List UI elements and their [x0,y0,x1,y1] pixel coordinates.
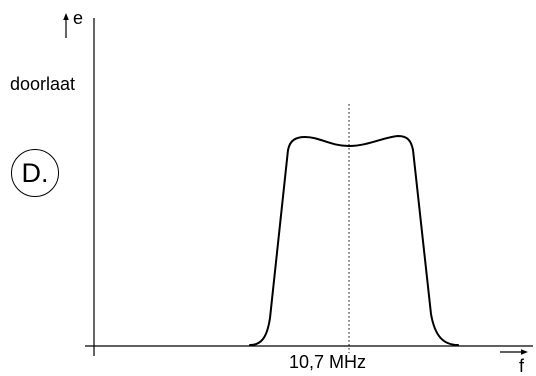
option-badge: D. [11,149,59,197]
y-axis-label: e [73,8,84,28]
x-arrow-head [521,349,528,355]
y-arrow-head [63,13,69,20]
center-frequency-label: 10,7 MHz [289,352,367,372]
y-axis-caption: doorlaat [10,74,76,94]
response-curve [249,135,459,346]
x-axis-label: f [519,356,525,376]
